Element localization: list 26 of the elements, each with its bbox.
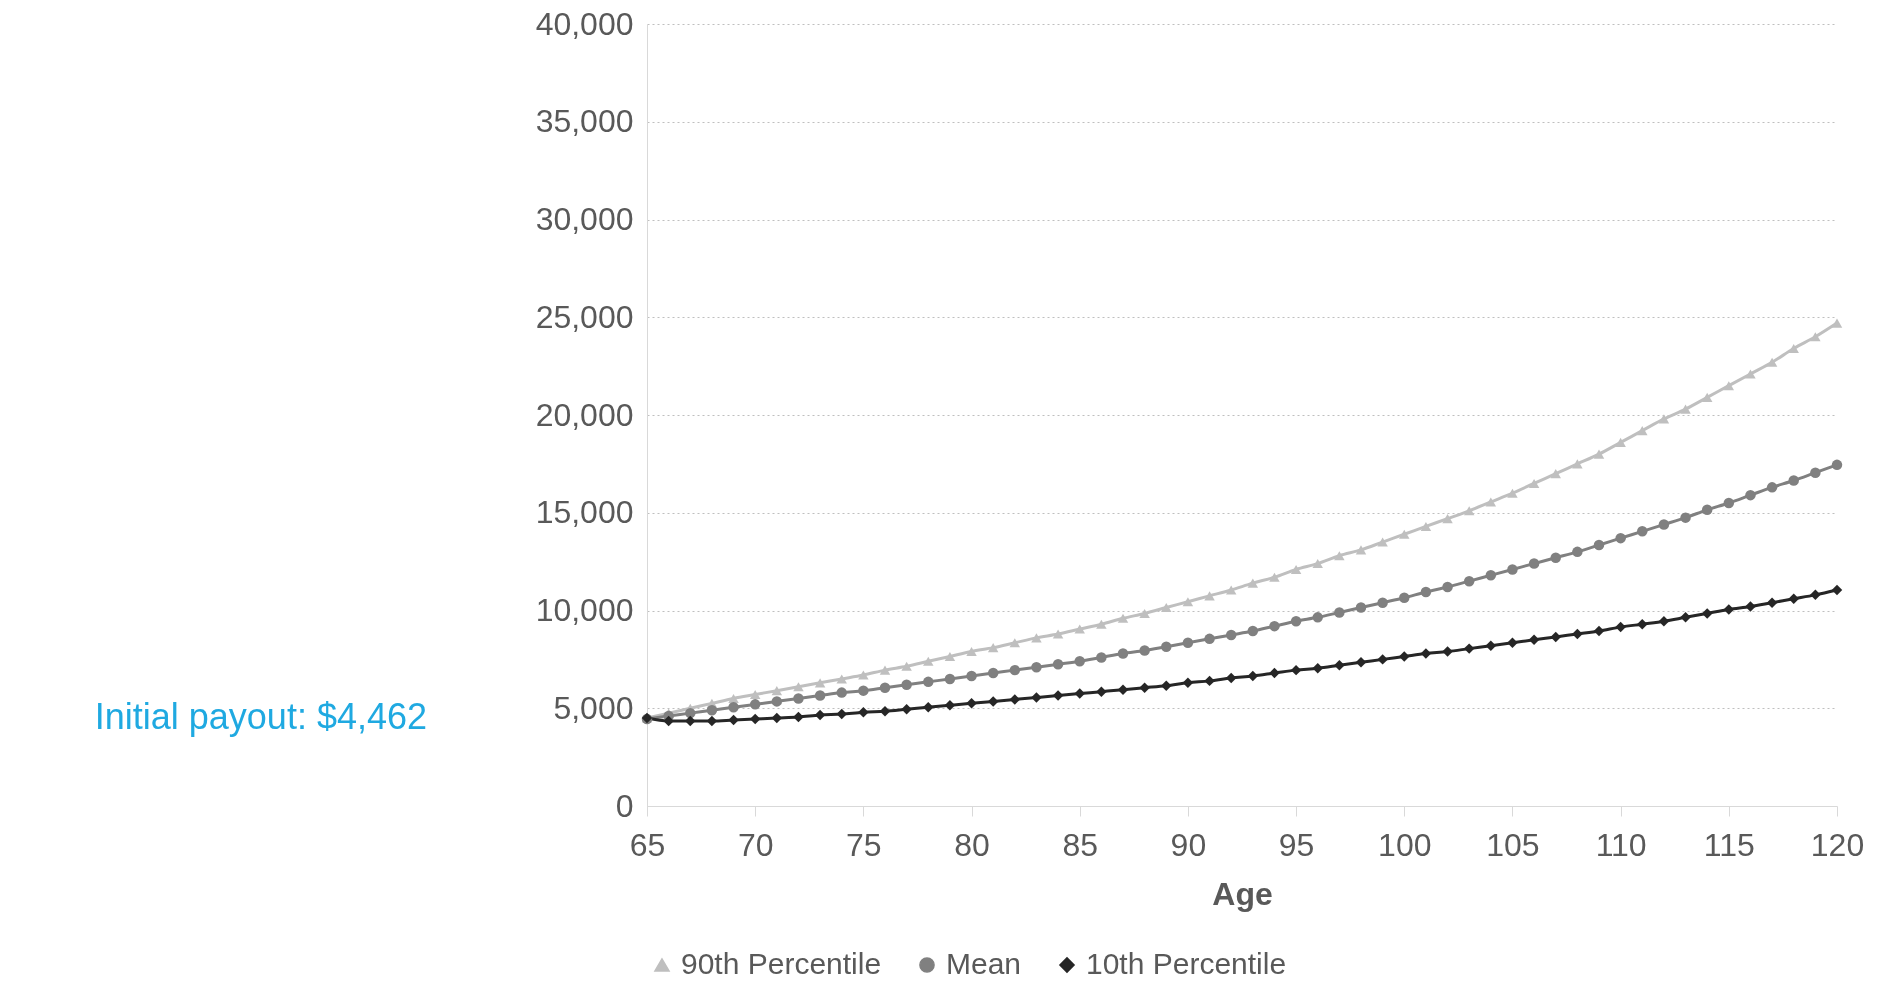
x-tick-label: 65: [629, 826, 666, 863]
y-tick-label: 35,000: [535, 103, 634, 140]
x-tick-label: 100: [1378, 826, 1432, 863]
y-tick-label: 15,000: [535, 494, 634, 531]
x-axis-title: Age: [1212, 875, 1273, 912]
x-tick-label: 95: [1278, 826, 1315, 863]
legend-label: 10th Percentile: [1086, 947, 1287, 980]
x-tick-label: 85: [1062, 826, 1099, 863]
y-tick-label: 30,000: [535, 201, 634, 237]
x-tick-label: 75: [846, 826, 882, 863]
x-tick-label: 105: [1486, 826, 1540, 863]
y-tick-label: 10,000: [535, 592, 634, 628]
x-tick-label: 90: [1170, 826, 1207, 863]
y-tick-label: 0: [615, 787, 634, 824]
legend-label: 90th Percentile: [681, 947, 882, 980]
y-tick-label: 40,000: [535, 5, 634, 42]
y-tick-label: 5,000: [553, 689, 634, 726]
x-tick-label: 110: [1595, 826, 1647, 863]
x-tick-label: 120: [1810, 826, 1865, 863]
text: Initial payout: $4,462: [94, 696, 427, 737]
y-tick-label: 20,000: [535, 396, 634, 433]
x-tick-label: 70: [737, 826, 774, 863]
x-tick-label: 80: [954, 826, 990, 863]
y-tick-label: 25,000: [535, 298, 634, 335]
x-tick-label: 115: [1703, 826, 1755, 863]
legend-label: Mean: [946, 947, 1022, 980]
